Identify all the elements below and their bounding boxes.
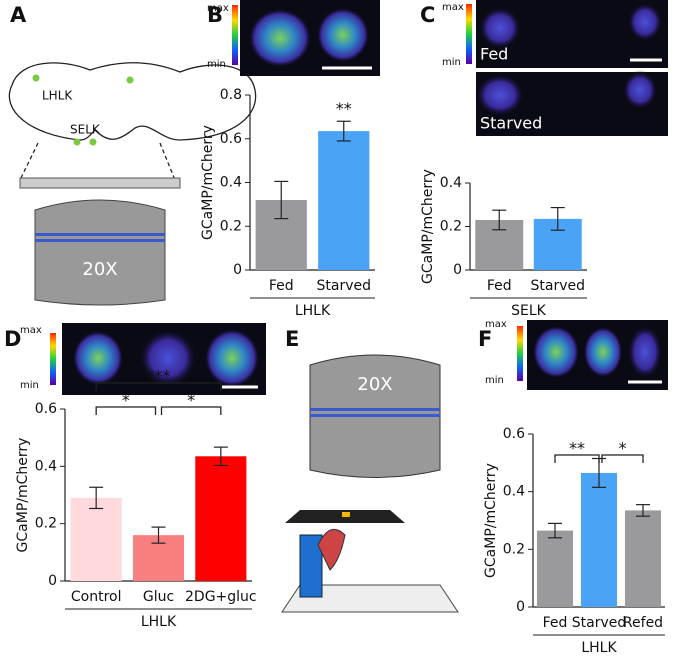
colorbar-label: min (485, 375, 504, 386)
error-bar (548, 522, 562, 539)
bracket (95, 406, 157, 415)
x-tick-label: Gluc (143, 589, 174, 605)
objective-band (35, 239, 165, 242)
y-tick-label: 0 (233, 262, 242, 278)
panel-label: E (285, 327, 299, 351)
colorbar-label: max (485, 319, 507, 330)
error-bar (151, 526, 166, 544)
bar (195, 456, 247, 581)
y-tick-label: 0.2 (35, 516, 57, 532)
bar (70, 497, 122, 581)
bar (318, 131, 370, 270)
y-tick-label: 0.4 (503, 484, 525, 500)
bar (536, 530, 574, 607)
x-tick-label: Control (71, 589, 122, 605)
neuron-dot (89, 138, 97, 146)
significance: ** (569, 439, 585, 458)
x-tick-label: Refed (623, 615, 663, 631)
error-bar (492, 209, 507, 231)
y-tick-label: 0.4 (220, 175, 242, 191)
colorbar-label: max (207, 3, 229, 14)
group-label: LHLK (295, 303, 331, 319)
objective-label: 20X (82, 259, 117, 280)
x-tick-label: Starved (531, 278, 586, 294)
y-tick-label: 0 (48, 573, 57, 589)
y-tick-label: 0.2 (440, 219, 462, 235)
y-axis-label: GCaMP/mCherry (200, 125, 216, 240)
bracket (95, 382, 222, 391)
image-label: Starved (480, 114, 542, 133)
group-label: LHLK (141, 614, 177, 630)
panel-label: D (4, 327, 21, 351)
bar (624, 510, 662, 607)
bracket (554, 454, 600, 463)
image-f (517, 320, 668, 390)
significance: ** (336, 99, 352, 118)
x-tick-label: Starved (317, 278, 372, 294)
table (281, 584, 459, 613)
error-bar (336, 120, 351, 142)
error-bar (89, 486, 104, 510)
error-bar (213, 446, 228, 467)
group-label: LHLK (581, 640, 617, 656)
panel-label: C (420, 3, 435, 27)
y-axis-label: GCaMP/mCherry (483, 463, 499, 578)
significance: * (619, 439, 627, 458)
y-tick-label: 0.6 (220, 131, 242, 147)
bracket (601, 454, 644, 463)
image-label: Fed (480, 45, 508, 64)
image-b (232, 0, 380, 76)
objective-band (35, 233, 165, 236)
panel-label: F (478, 327, 492, 351)
diagram-label: LHLK (42, 89, 73, 103)
y-tick-label: 0.6 (35, 401, 57, 417)
error-bar (550, 206, 565, 231)
y-tick-label: 0.4 (35, 458, 57, 474)
x-tick-label: Starved (572, 615, 627, 631)
error-bar (274, 180, 289, 220)
diagram-label: SELK (70, 123, 101, 137)
x-tick-label: Fed (269, 278, 294, 294)
y-axis-label: GCaMP/mCherry (15, 438, 31, 553)
panel-label: B (207, 3, 223, 27)
y-tick-label: 0 (453, 262, 462, 278)
holder (299, 534, 323, 598)
objective-band (310, 414, 440, 417)
y-tick-label: 0.6 (503, 426, 525, 442)
y-tick-label: 0.2 (503, 541, 525, 557)
group-label: SELK (511, 303, 547, 319)
objective-label: 20X (357, 374, 392, 395)
y-tick-label: 0.8 (220, 87, 242, 103)
neuron-dot (73, 138, 81, 146)
x-tick-label: 2DG+gluc (185, 589, 257, 605)
colorbar-label: min (442, 57, 461, 68)
significance: * (187, 391, 195, 410)
objective-band (310, 408, 440, 411)
colorbar-label: max (20, 325, 42, 336)
y-axis-label: GCaMP/mCherry (420, 169, 436, 284)
y-tick-label: 0 (516, 599, 525, 615)
fly (317, 528, 346, 571)
significance: * (122, 391, 130, 410)
panel-label: A (10, 3, 27, 27)
y-tick-label: 0.4 (440, 175, 462, 191)
colorbar-label: min (207, 59, 226, 70)
bracket (160, 406, 222, 415)
neuron-dot (32, 74, 40, 82)
significance: *** (147, 367, 171, 386)
x-tick-label: Fed (543, 615, 568, 631)
stage (19, 177, 181, 189)
x-tick-label: Fed (487, 278, 512, 294)
colorbar-label: max (442, 2, 464, 13)
image-c (466, 0, 668, 136)
objective (34, 199, 166, 306)
error-bar (636, 504, 650, 517)
neuron-dot (126, 76, 134, 84)
y-tick-label: 0.2 (220, 218, 242, 234)
colorbar-label: min (20, 380, 39, 391)
bar (580, 472, 618, 607)
sample (342, 512, 350, 517)
